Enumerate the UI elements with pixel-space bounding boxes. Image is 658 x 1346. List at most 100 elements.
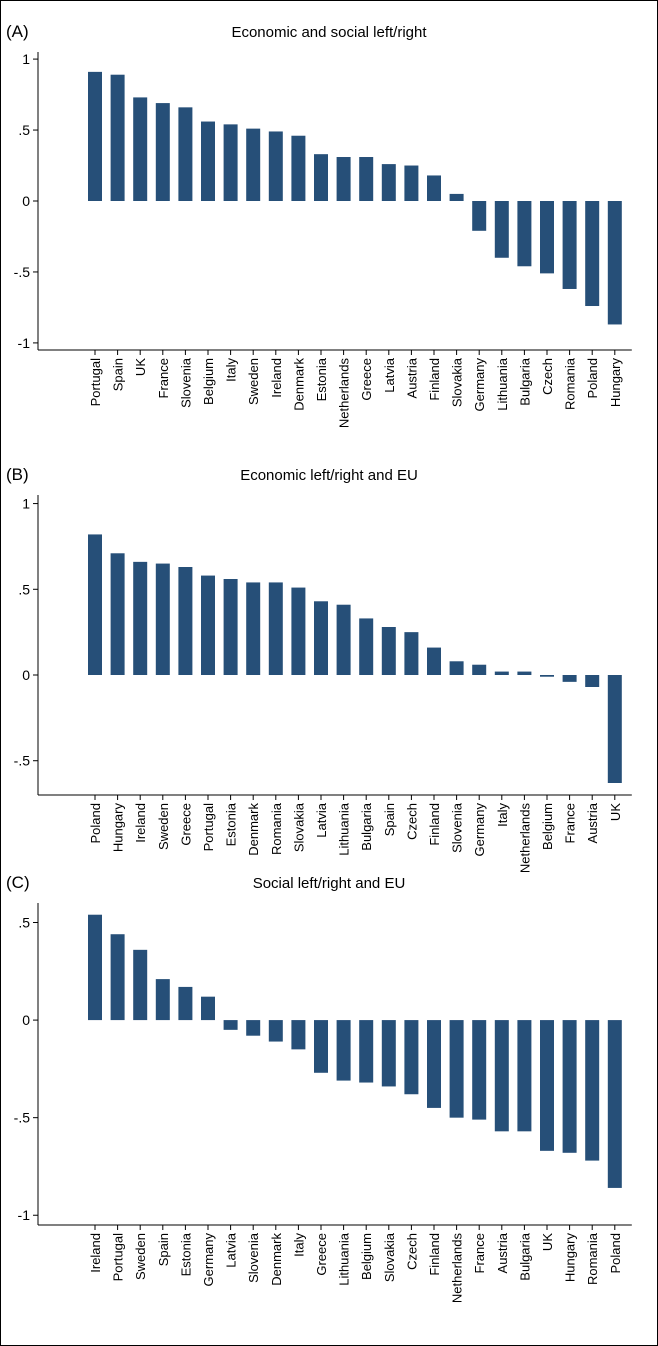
x-tick-label: Italy [224,358,239,382]
bar [427,647,441,675]
x-tick-label: Latvia [224,1232,239,1267]
bar-chart-c: .5 0 -.5 -1 Ireland Portugal Sweden Spain Estoni… [14,903,632,1303]
bar [314,154,328,201]
x-tick-label: Slovenia [178,357,193,408]
bar [133,561,148,675]
bar [607,675,622,783]
bar [585,1020,600,1161]
x-tick-label: Austria [495,1232,510,1273]
x-tick-label: Romania [563,357,578,410]
chart-title: Economic and social left/right [231,24,427,41]
bar [585,675,600,687]
x-tick-label: Romania [269,802,284,855]
bar [336,1020,351,1081]
x-tick-label: Netherlands [517,803,532,874]
bar [133,949,148,1021]
x-tick-label: Germany [472,803,487,857]
bar [246,128,261,201]
bar [314,601,328,675]
x-tick-label: Italy [495,803,510,827]
bar [110,74,125,201]
bar [472,201,487,231]
bar [517,201,532,267]
x-tick-label: Estonia [178,1232,193,1276]
x-tick-label: Hungary [111,803,126,853]
x-tick-label: Spain [382,803,397,836]
bar [88,71,102,201]
y-tick-label: 0 [22,193,30,209]
x-tick-label: Finland [427,803,442,846]
x-tick-label: Estonia [224,802,239,846]
x-tick-label: Poland [585,358,600,398]
x-tick-label: Bulgaria [517,357,532,405]
bar [178,107,193,201]
bar [562,675,577,682]
bar [427,1020,441,1108]
x-tick-label: France [156,358,171,398]
bar [155,563,170,675]
x-tick-label: Sweden [156,803,171,850]
bar [607,1020,622,1188]
x-tick-label: Denmark [246,803,261,856]
bar [404,1020,419,1095]
y-tick-label: .5 [18,581,30,597]
bar [201,121,215,201]
x-tick-label: Denmark [269,1233,284,1286]
y-tick-label: 1 [22,496,30,512]
bar [223,1020,238,1030]
x-tick-label: Slovakia [382,1232,397,1282]
bar [178,986,193,1021]
x-tick-label: UK [540,1233,555,1251]
bar [223,124,238,201]
bar [246,582,261,675]
y-tick-label: -.5 [14,753,31,769]
x-tick-label: Slovakia [450,357,465,407]
x-tick-label: Czech [540,358,555,395]
bar [449,1020,464,1118]
y-tick-label: 1 [22,51,30,67]
bar [268,582,283,675]
x-tick-label: Greece [178,803,193,846]
y-tick-label: 0 [22,1012,30,1028]
x-tick-label: Austria [404,357,419,398]
x-tick-label: Sweden [133,1233,148,1280]
bar [223,579,238,675]
x-tick-label: France [563,803,578,843]
x-tick-label: Lithuania [337,1232,352,1286]
bar [336,604,351,675]
bar [540,675,554,677]
bar [517,1020,532,1132]
bar [88,534,102,675]
bar [88,914,102,1021]
x-tick-label: UK [608,803,623,821]
bar [336,157,351,201]
y-tick-label: -1 [18,335,31,351]
bar [246,1020,261,1036]
panel-a: (A) Economic and social left/right 1 .5 0 -… [0,22,658,460]
bar [359,618,374,675]
x-tick-label: Greece [314,1233,329,1276]
x-tick-label: Portugal [201,803,216,852]
x-tick-label: Denmark [291,358,306,411]
x-tick-label: Slovenia [246,1232,261,1283]
y-tick-label: -.5 [14,1110,31,1126]
x-tick-label: Czech [404,803,419,840]
bar [404,632,419,675]
x-tick-label: Sweden [246,358,261,405]
x-tick-label: UK [133,358,148,376]
x-tick-label: Ireland [269,358,284,398]
x-tick-label: Lithuania [337,802,352,856]
x-tick-label: Portugal [88,358,103,407]
x-tick-label: Hungary [608,358,623,408]
bar [449,661,464,675]
bar [494,671,509,675]
x-tick-label: Germany [201,1233,216,1287]
bar [404,165,419,201]
bar [607,201,622,325]
bar [562,1020,577,1153]
bar [517,671,532,675]
x-tick-label: Spain [111,358,126,391]
x-tick-label: Ireland [133,803,148,843]
bar [449,193,464,201]
panel-b: (B) Economic left/right and EU 1 .5 0 -.5 Po… [0,465,658,873]
